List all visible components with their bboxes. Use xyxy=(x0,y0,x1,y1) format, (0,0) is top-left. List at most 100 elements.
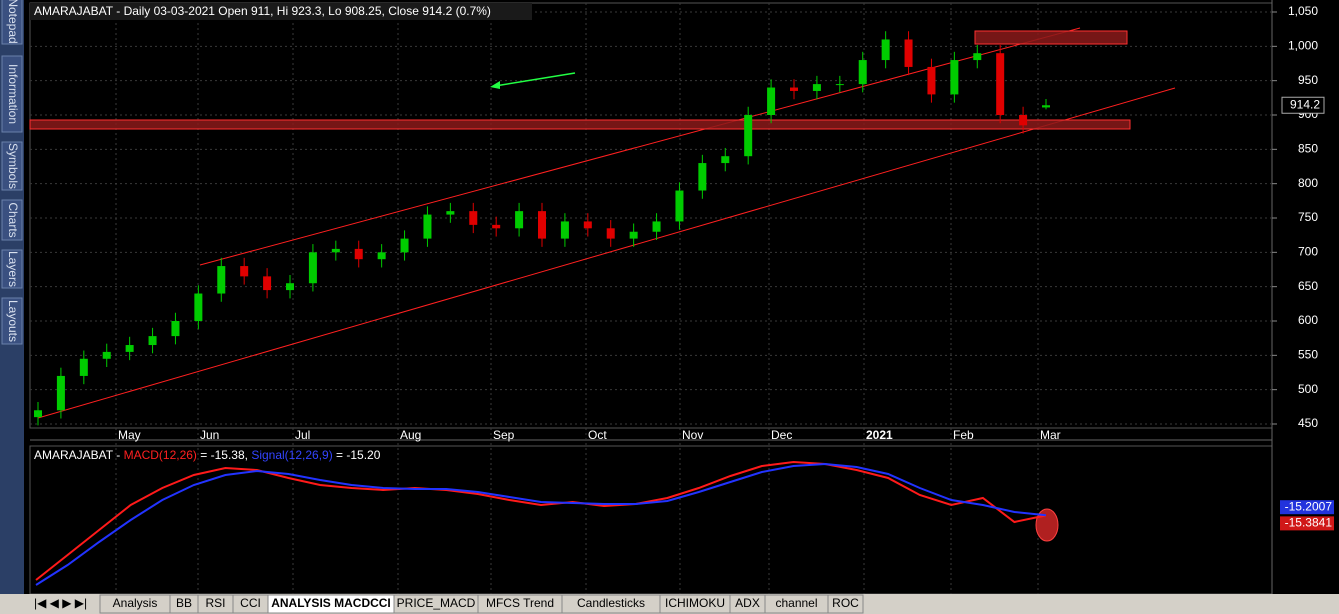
y-tick-label: 1,000 xyxy=(1288,39,1318,53)
y-tick-label: 700 xyxy=(1298,245,1318,259)
tab-label[interactable]: Analysis xyxy=(113,596,158,610)
x-tick-label: Nov xyxy=(682,428,703,442)
candle-body xyxy=(423,214,432,239)
x-tick-label: Jul xyxy=(295,428,310,442)
last-price: 914.2 xyxy=(1290,97,1320,111)
candle-body xyxy=(904,39,913,67)
macd-line xyxy=(35,460,1047,581)
candle-body xyxy=(1042,105,1050,108)
candle-body xyxy=(1019,115,1028,126)
candle-body xyxy=(515,211,524,229)
macd-header-part: AMARAJABAT - xyxy=(34,448,124,462)
trendline xyxy=(37,87,1176,419)
candle-body xyxy=(996,53,1005,115)
candle-body xyxy=(194,293,203,321)
x-tick-label: 2021 xyxy=(866,428,893,442)
candle-body xyxy=(835,84,844,86)
candle-body xyxy=(148,336,157,346)
sidebar-label[interactable]: Symbols xyxy=(6,143,20,189)
candle-body xyxy=(721,156,730,164)
arrow-head xyxy=(490,81,500,89)
tab-label[interactable]: RSI xyxy=(205,596,225,610)
sidebar-label[interactable]: Notepad xyxy=(6,0,20,44)
tab-label[interactable]: channel xyxy=(775,596,817,610)
tab-label[interactable]: PRICE_MACD xyxy=(397,596,476,610)
candle-body xyxy=(377,252,386,260)
y-tick-label: 850 xyxy=(1298,142,1318,156)
candle-body xyxy=(629,231,638,239)
macd-header-part: = -15.20 xyxy=(333,448,381,462)
macd-line xyxy=(35,462,1047,586)
candle-body xyxy=(538,211,546,239)
resistance-zone xyxy=(974,30,1128,45)
candle-body xyxy=(858,60,867,85)
candle-body xyxy=(881,39,890,61)
tab-label[interactable]: MFCS Trend xyxy=(486,596,554,610)
x-tick-label: Feb xyxy=(953,428,974,442)
candle-body xyxy=(606,228,615,239)
x-tick-label: Jun xyxy=(200,428,219,442)
x-tick-label: Mar xyxy=(1040,428,1061,442)
tab-label[interactable]: ROC xyxy=(832,596,859,610)
value-box xyxy=(1280,516,1334,531)
y-tick-label: 950 xyxy=(1298,73,1318,87)
support-zone xyxy=(29,119,1131,130)
candle-body xyxy=(217,266,226,294)
candle-body xyxy=(102,351,111,359)
value-label: -15.3841 xyxy=(1285,516,1333,530)
price-header: AMARAJABAT - Daily 03-03-2021 Open 911, … xyxy=(34,4,491,18)
x-tick-label: Dec xyxy=(771,428,792,442)
y-tick-label: 750 xyxy=(1298,210,1318,224)
tab-label[interactable]: ANALYSIS MACDCCI xyxy=(271,596,391,610)
y-tick-label: 550 xyxy=(1298,348,1318,362)
sidebar-label[interactable]: Charts xyxy=(6,202,20,237)
y-tick-label: 800 xyxy=(1298,176,1318,190)
tab-label[interactable]: Candlesticks xyxy=(577,596,645,610)
macd-header-part: = -15.38, xyxy=(197,448,251,462)
sidebar-label[interactable]: Layouts xyxy=(6,300,20,342)
y-tick-label: 450 xyxy=(1298,416,1318,430)
value-label: -15.2007 xyxy=(1285,499,1333,513)
sidebar-label[interactable]: Information xyxy=(6,64,20,124)
sidebar-tab[interactable] xyxy=(1,297,23,345)
candle-body xyxy=(583,221,592,229)
sidebar-tab[interactable] xyxy=(1,249,23,289)
x-tick-label: May xyxy=(118,428,141,442)
x-tick-label: Aug xyxy=(400,428,421,442)
candle-body xyxy=(675,190,684,222)
macd-pane xyxy=(29,445,1273,595)
nav-buttons[interactable]: |◀ ◀ ▶ ▶| xyxy=(34,596,87,610)
tab-label[interactable]: BB xyxy=(176,596,192,610)
candle-body xyxy=(354,248,363,260)
candle-body xyxy=(171,321,180,337)
x-tick-label: Oct xyxy=(588,428,607,442)
tab-label[interactable]: ADX xyxy=(735,596,760,610)
candle-body xyxy=(79,358,88,376)
sidebar-tab[interactable] xyxy=(1,141,23,191)
price-pane xyxy=(29,2,1273,429)
candle-body xyxy=(652,221,661,232)
macd-header-part: Signal(12,26,9) xyxy=(251,448,332,462)
tab-label[interactable]: ICHIMOKU xyxy=(665,596,725,610)
candle-body xyxy=(927,66,936,95)
candle-body xyxy=(560,221,569,239)
sidebar-tab[interactable] xyxy=(1,55,23,133)
candle-body xyxy=(973,53,982,61)
candle-body xyxy=(125,345,134,352)
tab[interactable] xyxy=(827,594,864,614)
candle-body xyxy=(240,266,249,277)
candle-body xyxy=(400,238,409,253)
candle-body xyxy=(56,375,65,411)
candle-body xyxy=(331,248,340,253)
sidebar-tab[interactable] xyxy=(1,0,23,45)
tab-label[interactable]: CCI xyxy=(240,596,261,610)
candle-body xyxy=(790,87,798,91)
sidebar-label[interactable]: Layers xyxy=(6,251,20,287)
candle-body xyxy=(492,224,501,229)
y-tick-label: 650 xyxy=(1298,279,1318,293)
candle-body xyxy=(469,211,478,225)
sidebar-tab[interactable] xyxy=(1,199,23,241)
arrow xyxy=(494,72,576,87)
candle-body xyxy=(950,60,959,95)
header-bg xyxy=(30,3,532,20)
